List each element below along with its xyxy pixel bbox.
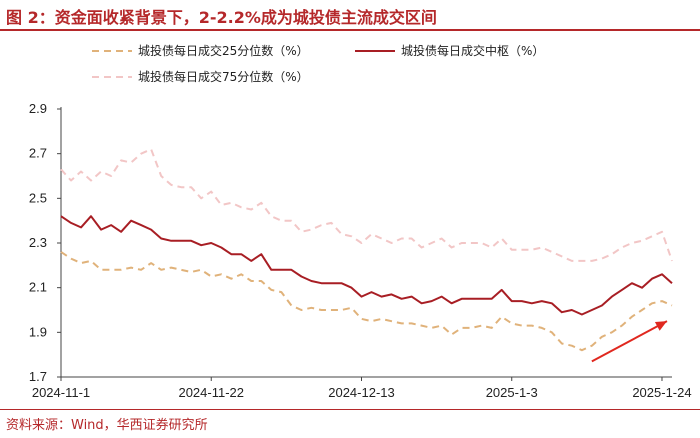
x-tick-label: 2025-1-3 [486, 385, 538, 400]
y-tick-label: 2.3 [29, 235, 47, 250]
series-line-0 [60, 251, 673, 352]
legend-item-75th: 城投债每日成交75分位数（%） [92, 68, 309, 85]
legend-label-25th: 城投债每日成交25分位数（%） [138, 44, 309, 58]
legend-swatch-25th [92, 46, 132, 56]
y-tick-label: 1.9 [29, 324, 47, 339]
source-divider [0, 409, 700, 410]
y-tick-label: 1.7 [29, 369, 47, 384]
x-tick-label: 2024-11-1 [32, 385, 90, 400]
x-tick-label: 2024-11-22 [178, 385, 244, 400]
trend-arrow-line [591, 320, 668, 363]
y-tick-label: 2.1 [29, 280, 47, 295]
source-note: 资料来源：Wind，华西证券研究所 [6, 418, 208, 433]
chart-title: 图 2：资金面收紧背景下，2-2.2%成为城投债主流成交区间 [6, 8, 437, 27]
trend-arrow-head [654, 321, 667, 331]
legend-item-25th: 城投债每日成交25分位数（%） [92, 42, 309, 59]
legend-swatch-75th [92, 72, 132, 82]
x-tick-label: 2024-12-13 [328, 385, 395, 400]
legend-label-median: 城投债每日成交中枢（%） [401, 44, 545, 58]
legend-label-75th: 城投债每日成交75分位数（%） [138, 70, 309, 84]
y-tick-label: 2.7 [29, 146, 47, 161]
series-line-1 [60, 215, 673, 316]
x-tick-label: 2025-1-24 [632, 385, 691, 400]
legend-item-median: 城投债每日成交中枢（%） [355, 42, 544, 59]
y-tick-label: 2.5 [29, 190, 47, 205]
title-divider [0, 29, 700, 31]
legend-swatch-median [355, 46, 395, 56]
y-tick-label: 2.9 [29, 101, 47, 116]
series-line-2 [60, 148, 673, 262]
